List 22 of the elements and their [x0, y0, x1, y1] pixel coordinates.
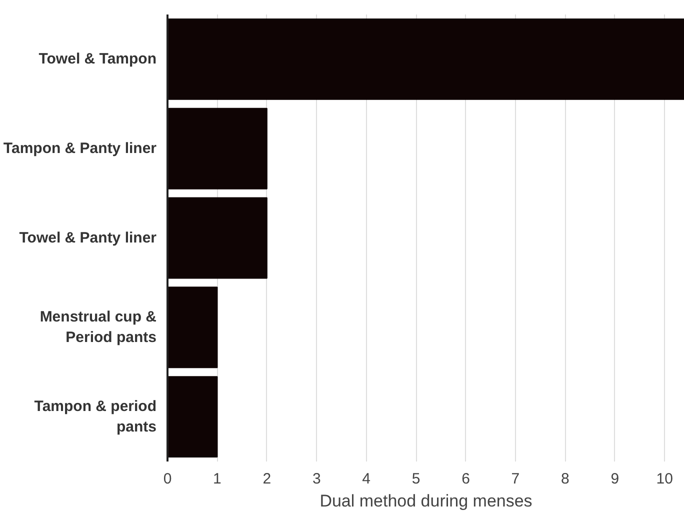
x-tick-label: 1: [213, 470, 222, 488]
x-tick-label: 7: [511, 470, 520, 488]
y-tick-label: Tampon & period pants: [34, 398, 157, 436]
bar: [168, 286, 218, 368]
x-tick-label: 0: [163, 470, 172, 488]
x-tick-label: 8: [561, 470, 570, 488]
y-tick-label: Tampon & Panty liner: [3, 140, 157, 158]
y-tick-label: Towel & Panty liner: [19, 230, 157, 246]
y-tick-label: Menstrual cup & Period pants: [40, 308, 157, 346]
bar: [168, 18, 684, 100]
x-tick-label: 3: [312, 470, 321, 488]
x-tick-label: 10: [656, 470, 673, 488]
x-tick-label: 5: [412, 470, 420, 488]
bar: [168, 108, 268, 190]
bar: [168, 197, 268, 279]
y-tick-label: Towel & Tampon: [38, 50, 157, 68]
x-axis-title: Dual method during menses: [320, 492, 532, 510]
x-tick-label: 2: [262, 470, 272, 488]
x-tick-label: 4: [362, 470, 371, 488]
bar: [168, 376, 218, 458]
x-tick-label: 9: [610, 470, 620, 488]
x-tick-label: 6: [462, 470, 470, 488]
